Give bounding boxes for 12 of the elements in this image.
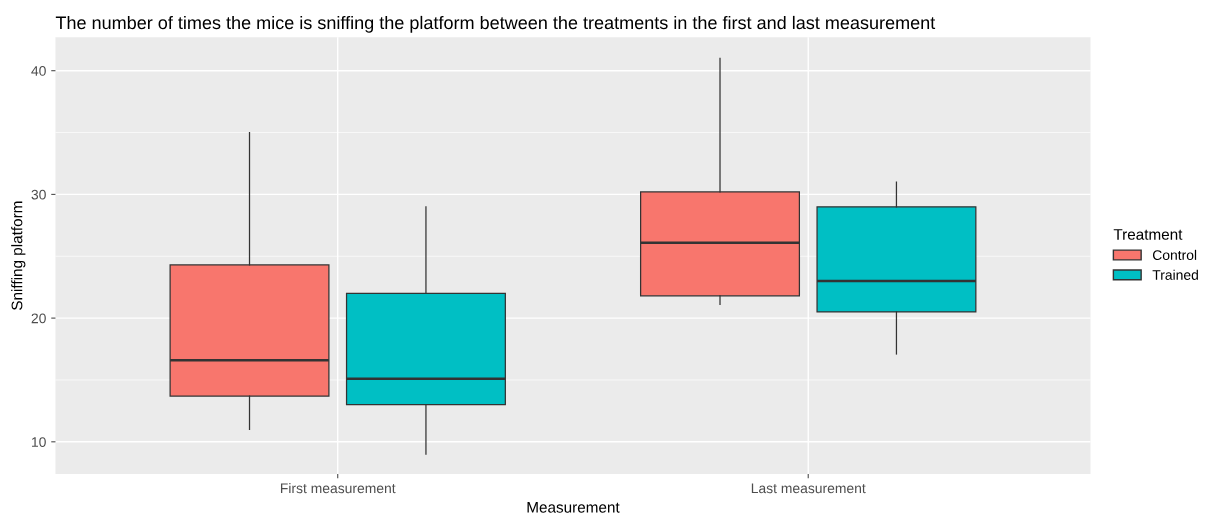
y-tick-label: 20: [31, 313, 46, 324]
x-tick-label: Last measurement: [751, 483, 866, 494]
y-tick-label: 40: [31, 66, 46, 76]
legend-label: Trained: [1152, 269, 1198, 280]
chart-title: The number of times the mice is sniffing the platform between the treatments in the first and last measurement: [55, 15, 936, 33]
y-tick-label: 30: [31, 189, 46, 200]
y-tick-label: 10: [32, 437, 46, 447]
legend-title: Treatment: [1113, 229, 1183, 240]
legend-label: Control: [1152, 249, 1197, 261]
x-tick-label: First measurement: [280, 483, 396, 494]
y-axis-title: Sniffing platform: [11, 201, 26, 310]
x-axis-title: Measurement: [527, 502, 620, 513]
